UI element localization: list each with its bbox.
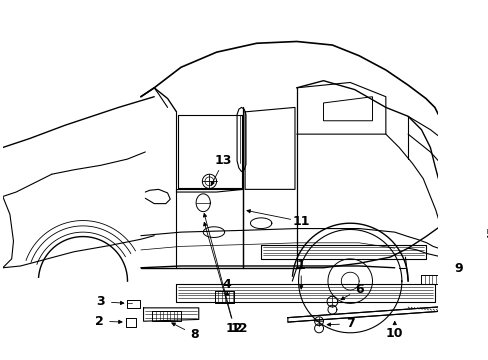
Text: 10: 10	[385, 327, 403, 340]
Text: 4: 4	[223, 278, 231, 291]
Text: 5: 5	[485, 228, 488, 241]
Text: 1: 1	[296, 258, 305, 271]
Text: 7: 7	[345, 318, 354, 330]
Text: 3: 3	[96, 295, 105, 308]
Text: 8: 8	[190, 328, 198, 341]
Text: 12: 12	[230, 322, 247, 335]
Text: 6: 6	[354, 283, 363, 296]
Text: 9: 9	[454, 262, 462, 275]
Text: 2: 2	[94, 315, 103, 328]
Text: 11: 11	[292, 215, 309, 228]
Text: 13: 13	[215, 154, 232, 167]
Text: 12: 12	[225, 322, 243, 335]
